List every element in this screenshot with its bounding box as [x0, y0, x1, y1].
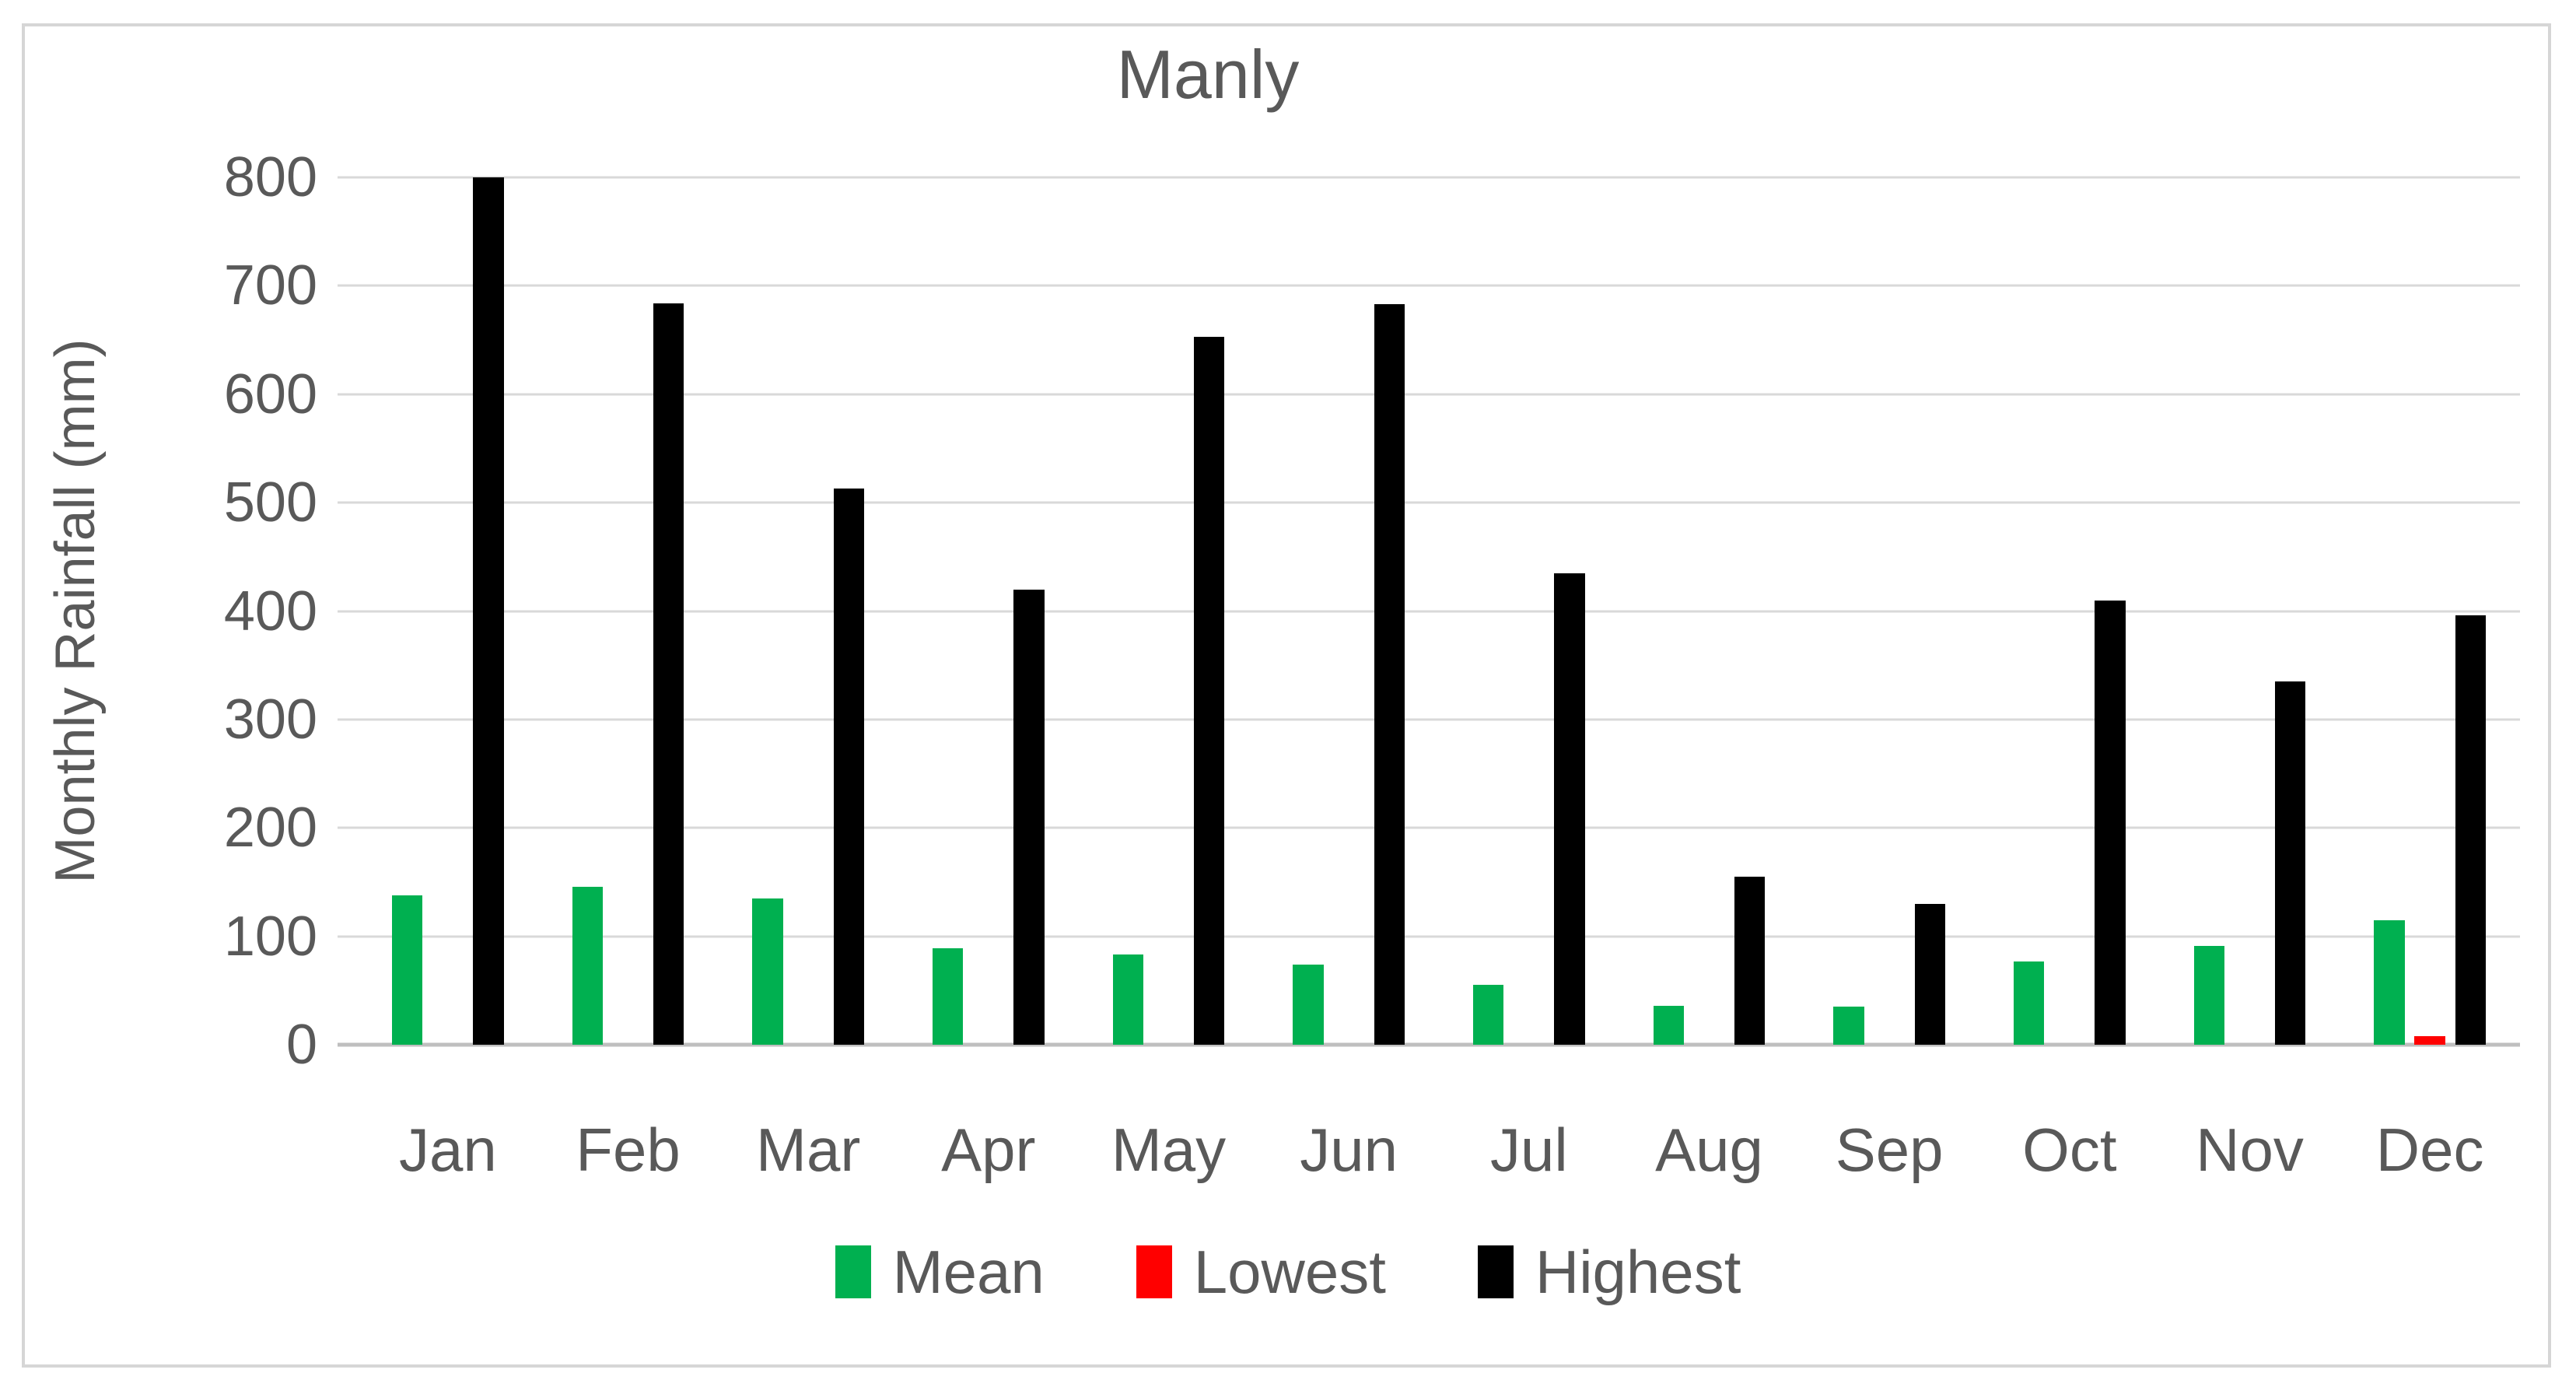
- bar-highest-jul: [1554, 573, 1585, 1045]
- y-tick-label: 800: [223, 146, 317, 208]
- bar-highest-apr: [1013, 589, 1045, 1045]
- y-tick-label: 100: [223, 905, 317, 968]
- legend-item-lowest: Lowest: [1136, 1242, 1386, 1302]
- bar-mean-feb: [572, 886, 604, 1045]
- y-tick-label: 700: [223, 254, 317, 317]
- x-tick-label-dec: Dec: [2375, 1116, 2484, 1184]
- legend-swatch-highest: [1477, 1245, 1514, 1298]
- y-axis-tick-labels: 0 100 200 300 400 500 600 700 800: [117, 149, 327, 1073]
- gridline: [338, 501, 2520, 504]
- bar-highest-sep: [1914, 903, 1945, 1045]
- bar-highest-jan: [473, 177, 504, 1045]
- bar-highest-aug: [1734, 876, 1766, 1045]
- x-tick-label-aug: Aug: [1655, 1116, 1763, 1184]
- gridline: [338, 718, 2520, 721]
- legend-label-lowest: Lowest: [1193, 1238, 1386, 1306]
- bar-mean-jun: [1293, 964, 1324, 1045]
- bar-mean-oct: [2014, 961, 2045, 1045]
- bar-highest-may: [1193, 336, 1225, 1045]
- x-tick-label-oct: Oct: [2022, 1116, 2117, 1184]
- bar-mean-jul: [1473, 985, 1504, 1045]
- bar-mean-jan: [392, 895, 423, 1045]
- gridline: [338, 176, 2520, 179]
- bar-mean-apr: [933, 947, 964, 1045]
- bar-highest-mar: [833, 489, 864, 1045]
- x-tick-label-feb: Feb: [576, 1116, 681, 1184]
- gridline: [338, 935, 2520, 938]
- legend-swatch-lowest: [1136, 1245, 1172, 1298]
- chart-title: Manly: [1116, 36, 1300, 113]
- y-tick-label: 0: [285, 1014, 317, 1076]
- legend-label-mean: Mean: [892, 1238, 1045, 1306]
- x-tick-label-mar: Mar: [755, 1116, 861, 1184]
- bar-mean-may: [1112, 954, 1144, 1045]
- bar-mean-sep: [1833, 1007, 1864, 1045]
- bar-highest-dec: [2455, 615, 2486, 1045]
- y-tick-label: 600: [223, 363, 317, 426]
- y-tick-label: 500: [223, 471, 317, 534]
- x-tick-label-jan: Jan: [398, 1116, 497, 1184]
- legend-item-mean: Mean: [835, 1242, 1045, 1302]
- x-tick-label-may: May: [1111, 1116, 1227, 1184]
- bar-mean-nov: [2193, 946, 2225, 1045]
- x-tick-label-jun: Jun: [1300, 1116, 1398, 1184]
- chart-frame: [22, 23, 2551, 1368]
- bar-lowest-dec: [2414, 1035, 2445, 1045]
- y-tick-label: 400: [223, 580, 317, 643]
- plot-area: [338, 176, 2520, 1047]
- bar-mean-dec: [2374, 919, 2405, 1045]
- bar-highest-nov: [2274, 681, 2306, 1045]
- y-tick-label: 200: [223, 797, 317, 860]
- y-axis-title: Monthly Rainfall (mm): [44, 338, 107, 884]
- bar-mean-mar: [752, 898, 783, 1045]
- legend-item-highest: Highest: [1477, 1238, 1741, 1306]
- bar-mean-aug: [1653, 1005, 1685, 1045]
- chart-legend: Mean Lowest Highest: [22, 1233, 2554, 1311]
- x-axis-line: [338, 1042, 2520, 1047]
- bar-highest-feb: [653, 303, 684, 1045]
- x-tick-label-sep: Sep: [1835, 1116, 1944, 1184]
- bar-highest-jun: [1374, 304, 1405, 1045]
- x-axis-tick-labels: Jan Feb Mar Apr May Jun Jul Aug Sep Oct Nov Dec: [358, 1111, 2520, 1189]
- x-tick-label-nov: Nov: [2196, 1116, 2304, 1184]
- legend-label-highest: Highest: [1535, 1238, 1741, 1306]
- legend-swatch-mean: [835, 1245, 871, 1298]
- y-tick-label: 300: [223, 688, 317, 751]
- gridline: [338, 393, 2520, 396]
- x-tick-label-apr: Apr: [941, 1116, 1036, 1184]
- x-tick-label-jul: Jul: [1489, 1116, 1568, 1184]
- gridline: [338, 284, 2520, 287]
- gridline: [338, 610, 2520, 612]
- bar-highest-oct: [2095, 600, 2126, 1045]
- gridline: [338, 826, 2520, 829]
